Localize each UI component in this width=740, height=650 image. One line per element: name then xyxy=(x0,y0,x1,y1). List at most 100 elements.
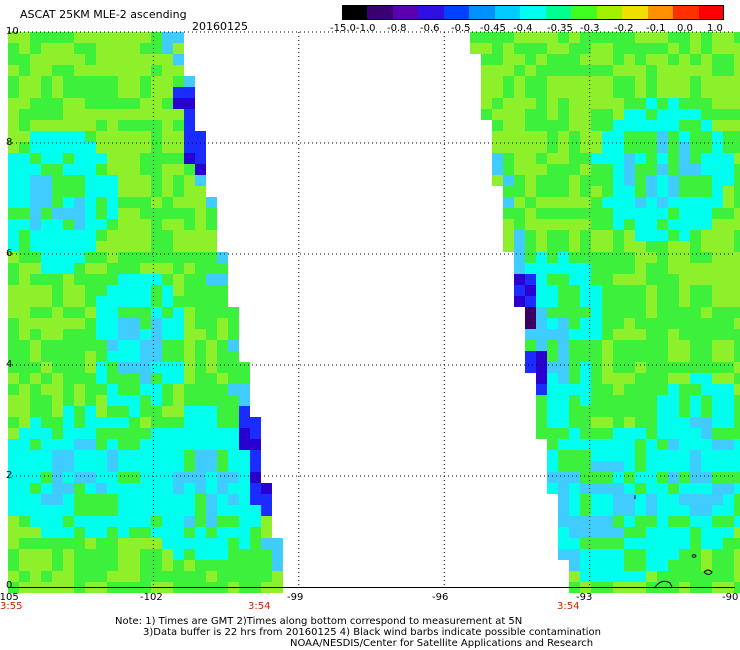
wind-cell xyxy=(96,505,107,516)
wind-cell xyxy=(558,494,569,505)
wind-cell xyxy=(569,175,580,186)
wind-cell xyxy=(261,516,272,527)
wind-cell xyxy=(85,43,96,54)
wind-cell xyxy=(118,505,129,516)
wind-cell xyxy=(173,109,184,120)
wind-cell xyxy=(228,362,239,373)
wind-cell xyxy=(635,87,646,98)
wind-cell xyxy=(63,483,74,494)
wind-cell xyxy=(712,373,723,384)
wind-cell xyxy=(151,549,162,560)
wind-cell xyxy=(74,252,85,263)
wind-cell xyxy=(657,186,668,197)
wind-cell xyxy=(624,296,635,307)
wind-cell xyxy=(195,560,206,571)
wind-cell xyxy=(580,230,591,241)
wind-cell xyxy=(558,164,569,175)
wind-cell xyxy=(558,538,569,549)
wind-cell xyxy=(657,373,668,384)
wind-cell xyxy=(184,340,195,351)
wind-cell xyxy=(217,571,228,582)
wind-cell xyxy=(624,241,635,252)
wind-cell xyxy=(591,65,602,76)
wind-cell xyxy=(96,164,107,175)
wind-cell xyxy=(63,120,74,131)
wind-cell xyxy=(657,527,668,538)
wind-cell xyxy=(734,351,740,362)
wind-cell xyxy=(558,527,569,538)
wind-cell xyxy=(525,274,536,285)
wind-cell xyxy=(140,527,151,538)
wind-cell xyxy=(701,285,712,296)
wind-cell xyxy=(547,329,558,340)
wind-cell xyxy=(624,516,635,527)
wind-cell xyxy=(701,384,712,395)
wind-cell xyxy=(41,329,52,340)
wind-cell xyxy=(118,54,129,65)
wind-cell xyxy=(657,230,668,241)
wind-cell xyxy=(657,109,668,120)
wind-cell xyxy=(52,483,63,494)
wind-cell xyxy=(173,230,184,241)
wind-cell xyxy=(514,230,525,241)
wind-cell xyxy=(140,153,151,164)
wind-cell xyxy=(624,175,635,186)
wind-cell xyxy=(74,131,85,142)
wind-cell xyxy=(679,197,690,208)
wind-cell xyxy=(679,428,690,439)
wind-cell xyxy=(151,373,162,384)
wind-cell xyxy=(85,241,96,252)
wind-cell xyxy=(580,109,591,120)
wind-cell xyxy=(558,395,569,406)
wind-cell xyxy=(228,406,239,417)
wind-cell xyxy=(74,153,85,164)
wind-cell xyxy=(184,153,195,164)
wind-cell xyxy=(63,538,74,549)
wind-cell xyxy=(657,560,668,571)
wind-cell xyxy=(547,461,558,472)
wind-cell xyxy=(195,527,206,538)
wind-cell xyxy=(613,131,624,142)
wind-cell xyxy=(734,318,740,329)
wind-cell xyxy=(624,494,635,505)
wind-cell xyxy=(52,538,63,549)
wind-cell xyxy=(723,461,734,472)
wind-cell xyxy=(668,461,679,472)
wind-cell xyxy=(591,428,602,439)
wind-cell xyxy=(580,483,591,494)
wind-cell xyxy=(184,142,195,153)
wind-cell xyxy=(712,43,723,54)
wind-cell xyxy=(30,516,41,527)
wind-cell xyxy=(679,417,690,428)
wind-cell xyxy=(206,329,217,340)
wind-cell xyxy=(206,230,217,241)
wind-cell xyxy=(701,417,712,428)
wind-cell xyxy=(173,307,184,318)
wind-cell xyxy=(602,461,613,472)
wind-cell xyxy=(107,296,118,307)
wind-cell xyxy=(19,153,30,164)
wind-cell xyxy=(63,516,74,527)
wind-cell xyxy=(140,87,151,98)
wind-cell xyxy=(613,32,624,43)
wind-cell xyxy=(129,472,140,483)
wind-cell xyxy=(217,450,228,461)
colorbar-swatch xyxy=(673,5,700,20)
wind-cell xyxy=(558,131,569,142)
wind-cell xyxy=(30,571,41,582)
wind-cell xyxy=(569,472,580,483)
wind-cell xyxy=(569,76,580,87)
wind-cell xyxy=(668,428,679,439)
wind-cell xyxy=(173,175,184,186)
wind-cell xyxy=(602,362,613,373)
wind-cell xyxy=(52,329,63,340)
wind-cell xyxy=(228,307,239,318)
wind-cell xyxy=(734,186,740,197)
wind-cell xyxy=(140,230,151,241)
wind-cell xyxy=(41,571,52,582)
wind-cell xyxy=(602,252,613,263)
wind-cell xyxy=(140,252,151,263)
wind-cell xyxy=(547,395,558,406)
wind-cell xyxy=(580,340,591,351)
wind-cell xyxy=(30,263,41,274)
